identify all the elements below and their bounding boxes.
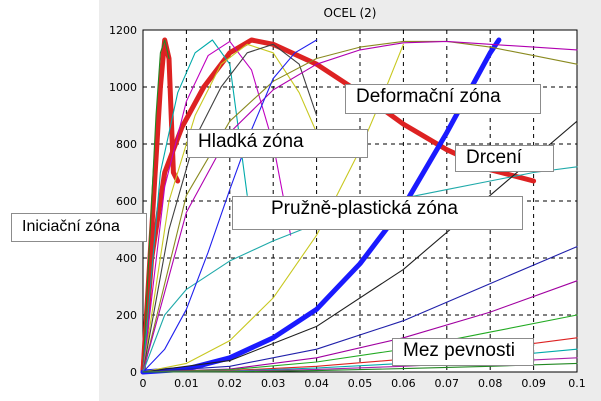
series-line-14 <box>142 246 578 373</box>
x-tick-label: 0.08 <box>478 377 503 390</box>
annotation-mez-pevnosti: Mez pevnosti <box>392 338 534 366</box>
y-tick-label: 800 <box>116 138 137 151</box>
annotation-hladka-zona: Hladká zóna <box>187 129 368 158</box>
ticks: 0 0.01 0.02 0.03 0.04 0.05 0.06 0.07 0.08 0.09 0.1… <box>109 24 586 390</box>
x-tick-label: 0.05 <box>348 377 373 390</box>
annotation-iniciacni-zona: Iniciační zóna <box>11 213 147 242</box>
series-line-4 <box>142 39 248 373</box>
x-tick-label: 0.06 <box>391 377 416 390</box>
series-line-16 <box>142 314 578 373</box>
series-line-11 <box>142 39 318 373</box>
x-tick-label: 0.04 <box>304 377 329 390</box>
x-tick-label: 0.09 <box>521 377 546 390</box>
y-tick-label: 0 <box>130 366 137 379</box>
x-tick-label: 0.1 <box>568 377 586 390</box>
y-tick-label: 600 <box>116 195 137 208</box>
x-tick-label: 0.07 <box>435 377 460 390</box>
chart-title: OCEL (2) <box>323 6 377 20</box>
y-tick-label: 200 <box>116 309 137 322</box>
annotation-deformacni-zona: Deformační zóna <box>345 84 541 114</box>
annotation-drceni: Drcení <box>455 145 554 172</box>
x-tick-label: 0 <box>140 377 147 390</box>
series-line-6 <box>142 43 326 373</box>
y-tick-label: 400 <box>116 252 137 265</box>
y-tick-label: 1200 <box>109 24 137 37</box>
series-line-3 <box>142 39 170 373</box>
y-tick-label: 1000 <box>109 81 137 94</box>
x-tick-label: 0.02 <box>218 377 243 390</box>
annotation-pruzne-plasticka-zona: Pružně-plastická zóna <box>232 196 523 230</box>
x-tick-label: 0.03 <box>261 377 286 390</box>
series-line-9 <box>142 40 578 373</box>
series-line-7 <box>142 43 318 373</box>
x-tick-label: 0.01 <box>174 377 199 390</box>
series-line-13 <box>142 120 578 373</box>
